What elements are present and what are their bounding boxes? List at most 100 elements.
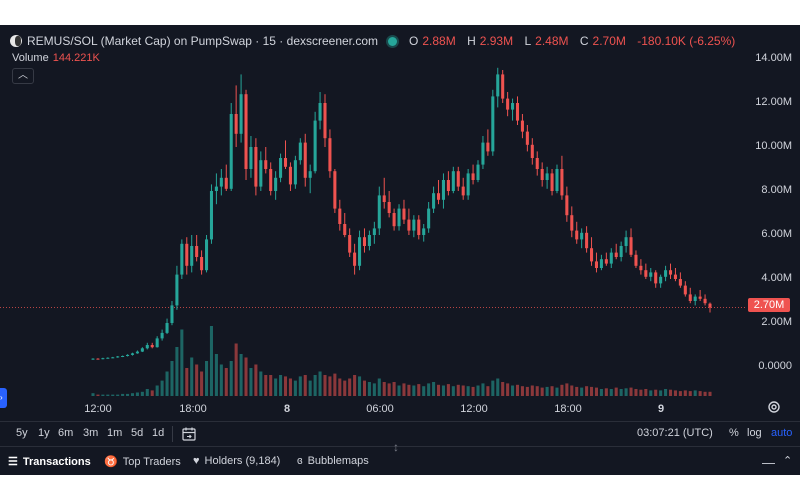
candle (303, 133, 307, 187)
candle-body (412, 219, 416, 231)
candle (446, 171, 450, 196)
candle-body (323, 103, 327, 139)
range-1y-button[interactable]: 1y (38, 427, 50, 439)
volume-bar (274, 378, 278, 396)
range-1m-button[interactable]: 1m (107, 427, 123, 439)
time-axis-label: 9 (657, 403, 665, 415)
gear-icon[interactable] (767, 400, 781, 414)
low-label: L (524, 34, 532, 48)
utc-clock[interactable]: 03:07:21 (UTC) (637, 427, 713, 439)
volume-bar (367, 382, 371, 396)
candle-body (293, 160, 297, 185)
candle (599, 254, 603, 271)
time-axis-label: 8 (283, 403, 291, 415)
range-5y-button[interactable]: 5y (16, 427, 28, 439)
volume-bar (155, 385, 159, 396)
volume-bar (387, 383, 391, 396)
candle (639, 259, 643, 275)
candle (392, 208, 396, 231)
candle (654, 270, 658, 288)
current-price-tag: 2.70M (748, 298, 790, 312)
candle (698, 290, 702, 301)
time-axis-label: 12:00 (84, 403, 112, 415)
candle-body (165, 323, 169, 333)
side-panel-toggle[interactable]: › (0, 388, 7, 408)
tab-transactions[interactable]: ☰ Transactions (8, 455, 91, 469)
volume-bar (140, 391, 144, 396)
candle-body (313, 120, 317, 172)
volume-bar (323, 375, 327, 396)
open-label: O (409, 34, 419, 48)
candle-body (555, 169, 559, 191)
range-1d-button[interactable]: 1d (152, 427, 165, 439)
bubbles-icon: ɞ (297, 455, 303, 467)
candle (530, 138, 534, 165)
time-axis-label: 06:00 (366, 403, 394, 415)
tab-bubblemaps[interactable]: ɞ Bubblemaps (297, 455, 369, 467)
volume-bar (160, 380, 164, 396)
volume-bar (599, 389, 603, 396)
candle (279, 153, 283, 183)
candle-body (101, 358, 105, 360)
candle (358, 230, 362, 271)
expand-panel-icon[interactable]: ⌃ (783, 455, 793, 467)
volume-bar (293, 380, 297, 396)
price-axis-label: 0.0000 (758, 360, 792, 372)
candle (407, 208, 411, 235)
collapse-legend-button[interactable]: ︿ (12, 68, 34, 84)
candlestick-plot[interactable] (0, 25, 800, 421)
candle-body (140, 348, 144, 352)
candle (427, 202, 431, 233)
change-value: -180.10K (-6.25%) (637, 34, 736, 48)
candle-body (708, 303, 712, 308)
volume-bar (377, 378, 381, 396)
range-6m-button[interactable]: 6m (58, 427, 74, 439)
candle (496, 67, 500, 108)
close-label: C (579, 34, 589, 48)
candle-body (155, 338, 159, 348)
candle-body (604, 259, 608, 264)
candle (501, 70, 505, 103)
tab-top-traders[interactable]: ♉ Top Traders (104, 455, 181, 469)
volume-bar (200, 371, 204, 396)
candle-body (372, 228, 376, 235)
candle (224, 164, 228, 191)
candle-body (111, 357, 115, 359)
volume-bar (318, 371, 322, 396)
percent-scale-button[interactable]: % (729, 427, 739, 439)
volume-bar (644, 389, 648, 396)
candle-body (397, 208, 401, 227)
candle (382, 177, 386, 209)
candle (116, 356, 120, 358)
candle-body (135, 351, 139, 354)
candle (106, 357, 110, 359)
range-3m-button[interactable]: 3m (83, 427, 99, 439)
volume-bar (634, 389, 638, 396)
tab-holders[interactable]: ♥ Holders (9,184) (193, 455, 280, 467)
list-icon: ☰ (8, 456, 18, 468)
candle-body (175, 274, 179, 306)
candle (708, 302, 712, 313)
candle (318, 92, 322, 130)
volume-bar (214, 354, 218, 396)
candle (219, 169, 223, 196)
tab-holders-label: Holders (9,184) (204, 455, 281, 467)
resize-handle-icon[interactable]: ↕ (393, 440, 399, 454)
calendar-icon[interactable] (181, 426, 197, 442)
candle (239, 74, 243, 143)
candle (451, 166, 455, 194)
log-scale-button[interactable]: log (747, 427, 762, 439)
auto-scale-button[interactable]: auto (771, 427, 793, 439)
candle (259, 151, 263, 191)
minimize-panel-button[interactable]: — (762, 455, 775, 470)
candle-body (693, 296, 697, 301)
candle-body (683, 285, 687, 295)
candle-body (358, 237, 362, 266)
volume-bar (180, 329, 184, 396)
volume-bar (417, 384, 421, 396)
range-5d-button[interactable]: 5d (131, 427, 144, 439)
volume-bar (432, 382, 436, 396)
candle (343, 213, 347, 238)
candle-body (362, 237, 367, 246)
volume-bar (525, 386, 529, 396)
